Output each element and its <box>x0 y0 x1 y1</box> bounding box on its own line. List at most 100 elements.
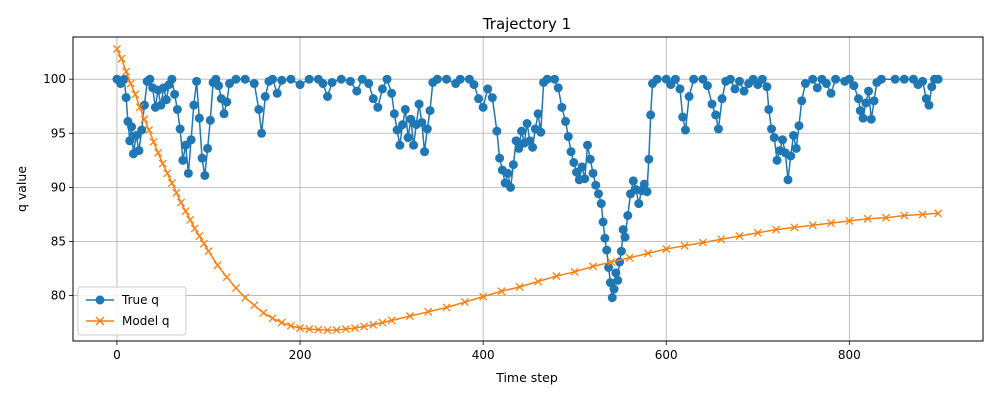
data-point <box>259 308 268 317</box>
legend-marker-model-q <box>95 316 105 326</box>
data-point <box>652 74 662 84</box>
data-point <box>295 80 305 90</box>
data-point <box>357 74 367 84</box>
data-point <box>197 153 207 163</box>
y-tick-label: 90 <box>51 180 66 194</box>
data-point <box>314 325 323 334</box>
data-point <box>249 79 259 89</box>
data-point <box>591 180 601 190</box>
data-point <box>577 162 587 172</box>
data-point <box>189 100 199 110</box>
series-true-q <box>112 74 943 303</box>
data-point <box>800 79 810 89</box>
data-point <box>620 232 630 242</box>
data-point <box>378 318 387 327</box>
x-tick-label: 0 <box>113 348 121 362</box>
data-point <box>392 125 402 135</box>
data-point <box>613 275 623 285</box>
data-point <box>403 133 413 143</box>
data-point <box>797 96 807 106</box>
data-point <box>596 199 606 209</box>
data-point <box>409 140 419 150</box>
data-point <box>377 84 387 94</box>
data-point <box>528 142 538 152</box>
data-point <box>149 137 158 146</box>
data-point <box>812 83 822 93</box>
data-point <box>933 74 943 84</box>
data-point <box>364 79 374 89</box>
data-point <box>305 325 314 334</box>
data-point <box>345 76 355 86</box>
data-point <box>203 143 213 153</box>
data-point <box>735 232 744 241</box>
data-point <box>583 140 593 150</box>
data-point <box>623 211 633 221</box>
data-point <box>628 176 638 186</box>
data-point <box>205 115 215 125</box>
data-point <box>398 120 408 130</box>
data-point <box>890 74 900 84</box>
data-point <box>689 74 699 84</box>
data-point <box>680 241 689 250</box>
data-point <box>286 74 296 84</box>
data-point <box>670 74 680 84</box>
data-point <box>455 74 465 84</box>
data-point <box>924 100 934 110</box>
data-point <box>642 187 652 197</box>
data-point <box>422 124 432 134</box>
data-point <box>739 86 749 96</box>
data-point <box>869 96 879 106</box>
data-point <box>858 113 868 123</box>
data-point <box>487 93 497 103</box>
data-point <box>460 297 469 307</box>
data-point <box>122 67 131 76</box>
data-point <box>572 167 582 177</box>
data-point <box>566 147 576 157</box>
data-point <box>154 148 163 157</box>
data-point <box>495 153 505 163</box>
data-point <box>332 325 341 335</box>
data-point <box>609 284 619 294</box>
y-axis-label: q value <box>14 166 29 212</box>
data-point <box>369 320 378 329</box>
data-point <box>190 224 199 233</box>
data-point <box>557 102 567 112</box>
series-line-true-q <box>116 78 939 299</box>
data-point <box>125 136 135 146</box>
data-point <box>643 249 652 258</box>
data-point <box>268 74 278 84</box>
data-point <box>260 92 270 102</box>
data-point <box>192 76 202 86</box>
data-point <box>214 81 224 91</box>
data-point <box>389 109 399 119</box>
data-point <box>195 232 204 241</box>
legend: True q Model q <box>77 286 187 336</box>
data-point <box>788 130 798 140</box>
data-point <box>327 77 337 87</box>
data-point <box>821 79 831 89</box>
data-point <box>864 86 874 96</box>
data-point <box>570 267 579 276</box>
data-point <box>161 95 171 105</box>
data-point <box>178 155 188 165</box>
data-point <box>644 154 654 164</box>
data-point <box>181 140 191 150</box>
data-point <box>678 112 688 122</box>
data-point <box>757 74 767 84</box>
data-point <box>511 136 521 146</box>
data-point <box>277 318 286 327</box>
data-point <box>382 74 392 84</box>
data-point <box>569 157 579 167</box>
data-point <box>550 74 560 84</box>
data-point <box>414 99 424 109</box>
data-point <box>145 74 155 84</box>
data-point <box>231 283 241 293</box>
data-point <box>588 168 598 178</box>
data-point <box>144 125 154 135</box>
data-point <box>542 74 552 84</box>
data-point <box>698 238 707 247</box>
data-point <box>135 103 144 112</box>
data-point <box>918 76 928 86</box>
data-point <box>772 225 781 234</box>
data-point <box>225 79 235 89</box>
